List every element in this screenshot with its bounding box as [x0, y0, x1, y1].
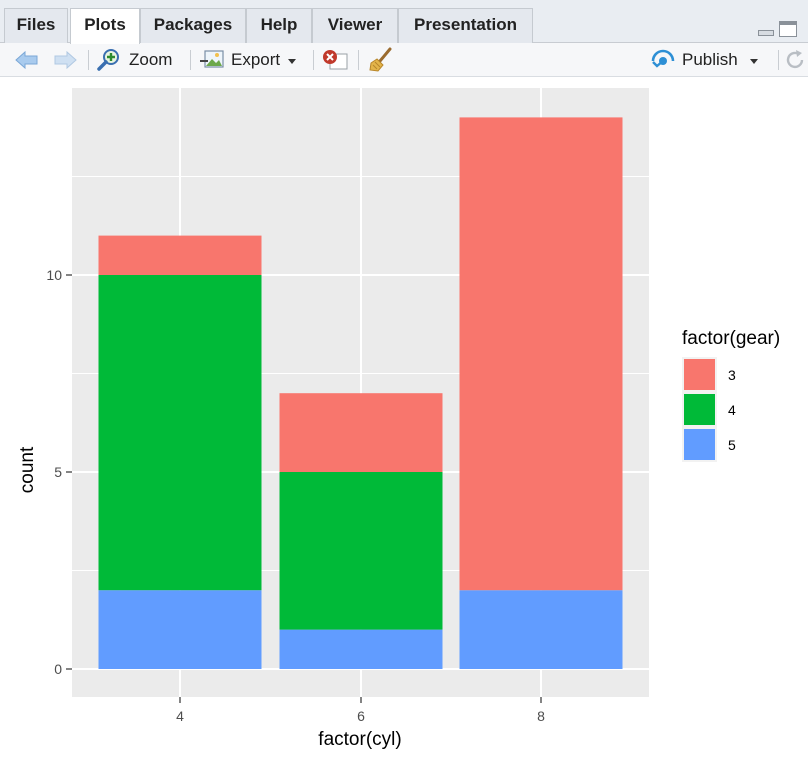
- legend-key-gear-3: [684, 359, 715, 390]
- legend-key-gear-4: [684, 394, 715, 425]
- y-axis-title: count: [17, 446, 38, 493]
- x-tick-label: 6: [357, 708, 365, 724]
- export-button[interactable]: Export: [199, 43, 297, 77]
- tab-viewer[interactable]: Viewer: [312, 8, 398, 43]
- x-tick-label: 4: [176, 708, 184, 724]
- y-tick-label: 10: [46, 267, 62, 283]
- toolbar-separator: [778, 50, 779, 70]
- bar-cyl-8-gear-5: [459, 590, 623, 669]
- legend-title: factor(gear): [682, 328, 780, 349]
- legend: factor(gear) 3 4 5: [682, 328, 780, 462]
- chevron-down-icon: [288, 59, 297, 64]
- axes: 0 5 10 4 6 8: [46, 267, 545, 724]
- plots-toolbar: Zoom Export: [0, 43, 808, 77]
- legend-label: 5: [728, 437, 736, 453]
- pane-window-controls: [758, 21, 800, 39]
- refresh-icon: [786, 50, 804, 69]
- back-button[interactable]: [14, 43, 40, 77]
- minimize-pane-icon[interactable]: [758, 30, 774, 36]
- bar-cyl-4-gear-5: [98, 590, 262, 669]
- toolbar-separator: [190, 50, 191, 70]
- broom-icon: [369, 47, 392, 72]
- maximize-pane-icon[interactable]: [779, 21, 797, 37]
- refresh-button[interactable]: [784, 43, 806, 77]
- zoom-icon: [97, 49, 119, 71]
- x-tick-label: 8: [537, 708, 545, 724]
- publish-button[interactable]: Publish: [650, 43, 758, 77]
- zoom-button[interactable]: Zoom: [97, 43, 172, 77]
- x-axis-title: factor(cyl): [318, 729, 401, 750]
- y-tick-label: 5: [54, 464, 62, 480]
- plot-viewer: 0 5 10 4 6 8 factor(cyl) count factor(gear) 3…: [0, 77, 808, 765]
- legend-label: 3: [728, 367, 736, 383]
- remove-plot-icon: [323, 50, 348, 70]
- zoom-label: Zoom: [129, 50, 173, 69]
- bar-cyl-6-gear-5: [279, 629, 443, 669]
- export-label: Export: [231, 50, 281, 69]
- bar-cyl-4-gear-3: [98, 235, 262, 275]
- toolbar-separator: [88, 50, 89, 70]
- tab-plots[interactable]: Plots: [70, 8, 140, 44]
- bar-cyl-4-gear-4: [98, 275, 262, 591]
- remove-plot-button[interactable]: [321, 43, 349, 77]
- ggplot-stacked-bar-chart: 0 5 10 4 6 8 factor(cyl) count factor(gear) 3…: [17, 88, 780, 750]
- y-tick-label: 0: [54, 661, 62, 677]
- chevron-down-icon: [749, 59, 758, 64]
- tab-packages[interactable]: Packages: [140, 8, 246, 43]
- arrow-left-icon: [15, 50, 38, 70]
- tab-help[interactable]: Help: [246, 8, 312, 43]
- toolbar-separator: [313, 50, 314, 70]
- clear-all-plots-button[interactable]: [368, 43, 394, 77]
- publish-icon: [651, 49, 675, 68]
- tab-files[interactable]: Files: [4, 8, 68, 43]
- forward-button[interactable]: [52, 43, 78, 77]
- legend-key-gear-5: [684, 429, 715, 460]
- bar-cyl-8-gear-3: [459, 117, 623, 591]
- tab-presentation[interactable]: Presentation: [398, 8, 533, 43]
- legend-label: 4: [728, 402, 736, 418]
- bars: [98, 117, 623, 669]
- bar-cyl-6-gear-3: [279, 393, 443, 472]
- export-image-icon: [200, 50, 224, 68]
- arrow-right-icon: [54, 50, 77, 70]
- toolbar-separator: [358, 50, 359, 70]
- bar-cyl-6-gear-4: [279, 472, 443, 630]
- pane-tab-bar: Files Plots Packages Help Viewer Present…: [0, 0, 808, 44]
- publish-label: Publish: [682, 50, 738, 69]
